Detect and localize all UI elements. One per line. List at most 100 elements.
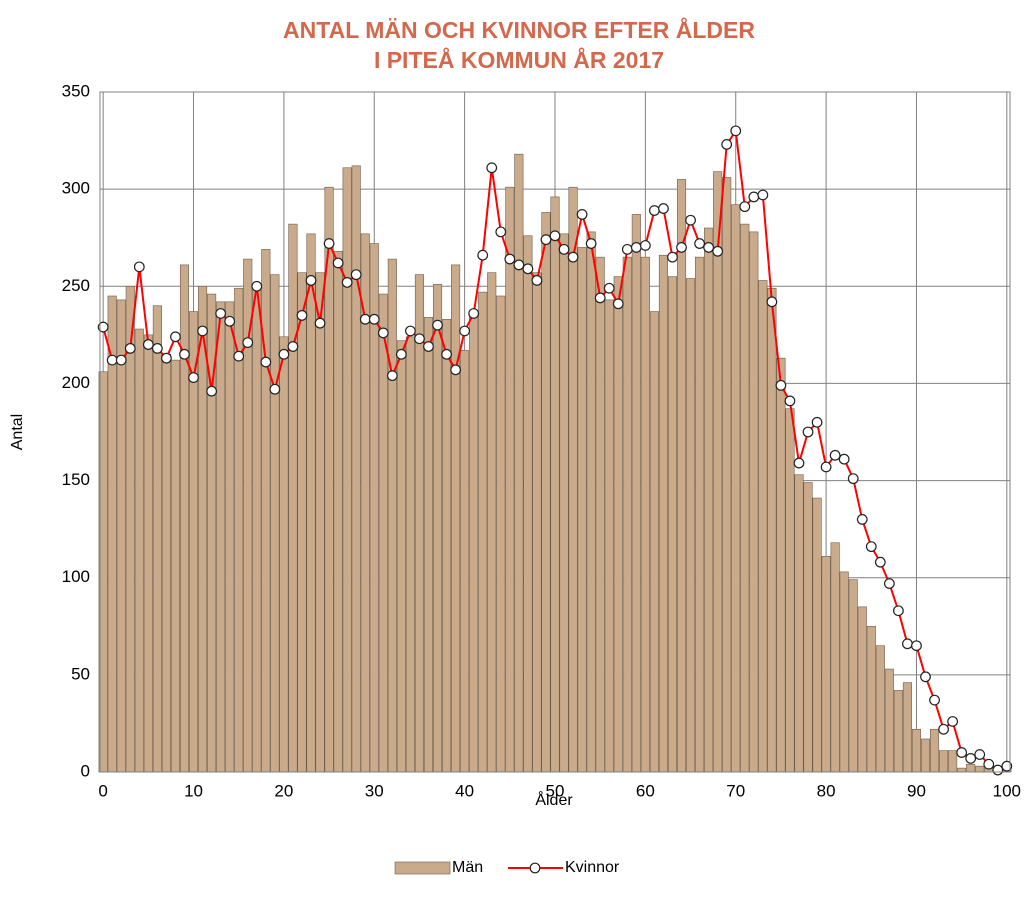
bar	[740, 223, 750, 773]
point	[974, 749, 986, 760]
point	[513, 259, 525, 271]
point	[920, 671, 931, 683]
y-tick-label: 100	[62, 567, 90, 586]
bar	[315, 272, 325, 773]
bar	[649, 311, 659, 773]
point	[350, 269, 362, 281]
bar	[116, 299, 126, 773]
bar	[306, 233, 316, 773]
point	[450, 364, 461, 376]
bar	[225, 301, 235, 773]
bar	[523, 235, 533, 773]
point	[676, 242, 687, 253]
bar	[731, 204, 741, 773]
bar	[875, 645, 885, 773]
point	[468, 308, 480, 319]
point	[395, 348, 407, 360]
point	[802, 426, 814, 438]
point	[142, 339, 154, 350]
point	[766, 296, 778, 308]
point	[883, 578, 895, 589]
point	[630, 242, 642, 253]
point	[206, 385, 218, 397]
point	[386, 370, 398, 382]
y-tick-label: 300	[62, 179, 90, 198]
bar	[785, 408, 795, 773]
x-tick-label: 70	[726, 781, 745, 800]
point	[459, 325, 471, 337]
point	[549, 230, 561, 242]
x-tick-label: 60	[636, 781, 655, 800]
point	[603, 282, 615, 294]
bar	[198, 285, 208, 773]
x-axis-label: Ålder	[535, 790, 573, 809]
point	[730, 125, 742, 137]
bar	[803, 482, 813, 773]
bar	[179, 264, 190, 773]
point	[911, 640, 922, 652]
bar	[170, 359, 181, 773]
point	[151, 343, 163, 354]
bar	[966, 763, 976, 773]
point	[323, 238, 335, 249]
x-tick-label: 20	[274, 781, 293, 800]
point	[784, 395, 796, 407]
bar	[595, 256, 605, 773]
bar	[695, 256, 705, 773]
point	[504, 253, 516, 265]
point	[703, 242, 715, 253]
legend-label: Kvinnor	[565, 859, 620, 876]
bar	[830, 542, 840, 773]
point	[531, 275, 543, 286]
bar	[758, 280, 768, 773]
bar	[152, 305, 162, 773]
bar	[261, 249, 271, 773]
bar	[378, 293, 388, 773]
bar	[568, 186, 578, 773]
x-tick-label: 50	[546, 781, 565, 800]
legend-label: Män	[452, 859, 483, 876]
bar	[134, 328, 144, 773]
point	[793, 457, 805, 469]
bar	[794, 474, 804, 773]
point	[820, 461, 832, 473]
bar	[351, 165, 361, 773]
bar	[857, 606, 867, 773]
bar	[387, 258, 397, 773]
bar	[866, 625, 876, 773]
bar	[288, 223, 298, 773]
bar	[505, 186, 515, 773]
point	[585, 238, 597, 249]
bar	[848, 579, 858, 773]
bar	[487, 272, 497, 773]
point	[965, 753, 977, 764]
point	[685, 214, 696, 226]
point	[314, 317, 326, 329]
bar	[297, 272, 307, 773]
point	[694, 238, 705, 249]
chart-title: ANTAL MÄN OCH KVINNOR EFTER ÅLDER	[283, 16, 755, 43]
y-tick-label: 250	[62, 276, 90, 295]
point	[829, 449, 841, 461]
chart-title: I PITEÅ KOMMUN ÅR 2017	[374, 46, 664, 73]
x-tick-label: 10	[184, 781, 203, 800]
point	[251, 280, 263, 292]
point	[359, 313, 371, 325]
y-tick-label: 0	[81, 761, 90, 780]
point	[197, 325, 208, 337]
point	[956, 747, 968, 758]
point	[170, 331, 181, 343]
y-tick-label: 200	[62, 373, 90, 392]
x-tick-label: 30	[365, 781, 384, 800]
point	[486, 162, 498, 174]
bar	[541, 212, 551, 773]
bar	[622, 256, 632, 773]
x-tick-label: 90	[907, 781, 926, 800]
bar	[975, 765, 985, 773]
point	[423, 341, 434, 352]
point	[432, 319, 443, 331]
point	[667, 251, 678, 263]
point	[305, 275, 317, 286]
point	[495, 226, 507, 238]
point	[477, 249, 489, 261]
